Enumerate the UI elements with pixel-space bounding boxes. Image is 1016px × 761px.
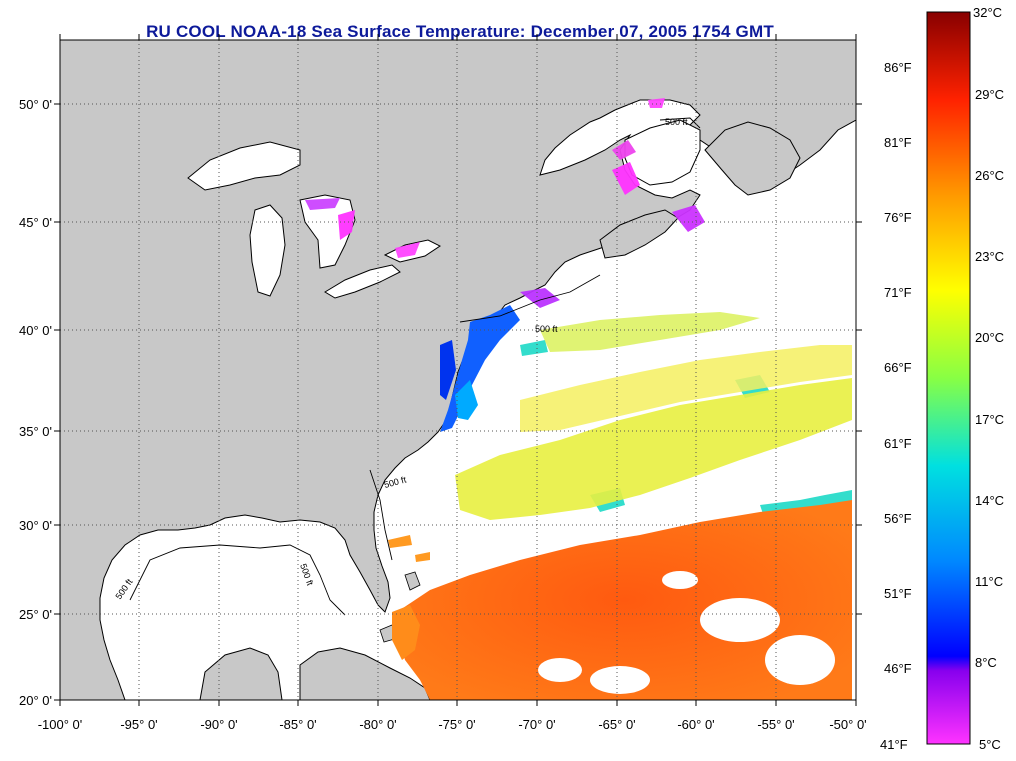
fahrenheit-label: 81°F — [884, 135, 912, 150]
lat-label: 30° 0' — [19, 518, 52, 533]
lat-label: 25° 0' — [19, 607, 52, 622]
celsius-label: 23°C — [975, 249, 1004, 264]
map-frame — [59, 39, 857, 701]
lake-erie — [324, 264, 401, 299]
celsius-label: 11°C — [975, 574, 1003, 589]
lon-label: -90° 0' — [200, 717, 237, 732]
fahrenheit-label: 86°F — [884, 60, 912, 75]
lake-huron — [299, 194, 356, 269]
celsius-label: 20°C — [975, 330, 1004, 345]
nova-scotia-land — [599, 209, 679, 259]
sst-warm-scatter — [388, 535, 430, 562]
cloud-gaps — [538, 571, 835, 694]
latitude-labels: 50° 0' 45° 0' 40° 0' 35° 0' 30° 0' 25° 0… — [19, 97, 52, 708]
lon-label: -65° 0' — [598, 717, 635, 732]
isobath-label: 500 ft — [535, 324, 558, 334]
yucatan-land — [199, 647, 283, 700]
celsius-label: 8°C — [975, 655, 997, 670]
celsius-label: 17°C — [975, 412, 1004, 427]
celsius-label: 26°C — [975, 168, 1004, 183]
celsius-labels: 29°C 26°C 23°C 20°C 17°C 14°C 11°C 8°C — [975, 87, 1004, 670]
lon-label: -60° 0' — [677, 717, 714, 732]
lat-label: 35° 0' — [19, 424, 52, 439]
fahrenheit-label: 66°F — [884, 360, 912, 375]
isobath-label: 500 ft — [665, 117, 688, 127]
isobath-contours — [129, 117, 701, 616]
sst-warm-west — [392, 605, 420, 660]
colorbar — [926, 11, 971, 745]
lon-label: -80° 0' — [359, 717, 396, 732]
lat-label: 40° 0' — [19, 323, 52, 338]
fahrenheit-min-label: 41°F — [880, 737, 908, 752]
cuba-land — [299, 647, 431, 700]
sst-warm-region — [398, 500, 852, 700]
fahrenheit-label: 71°F — [884, 285, 912, 300]
celsius-label: 29°C — [975, 87, 1004, 102]
sst-cold-coastal — [305, 98, 705, 308]
tick-marks — [54, 34, 862, 706]
lon-label: -85° 0' — [279, 717, 316, 732]
lat-label: 20° 0' — [19, 693, 52, 708]
graticule — [60, 40, 856, 700]
lon-label: -75° 0' — [438, 717, 475, 732]
sst-yellow-band — [455, 312, 852, 520]
longitude-labels: -100° 0' -95° 0' -90° 0' -85° 0' -80° 0'… — [38, 717, 867, 732]
fahrenheit-label: 61°F — [884, 436, 912, 451]
lon-label: -100° 0' — [38, 717, 83, 732]
lake-superior — [187, 141, 301, 191]
fahrenheit-label: 46°F — [884, 661, 912, 676]
colorbar-max-label: 32°C — [973, 5, 1003, 20]
lat-label: 50° 0' — [19, 97, 52, 112]
lon-label: -50° 0' — [829, 717, 866, 732]
fahrenheit-label: 51°F — [884, 586, 912, 601]
fahrenheit-labels: 86°F 81°F 76°F 71°F 66°F 61°F 56°F 51°F … — [884, 60, 912, 676]
lon-label: -55° 0' — [757, 717, 794, 732]
celsius-label: 14°C — [975, 493, 1004, 508]
fahrenheit-label: 76°F — [884, 210, 912, 225]
lon-label: -70° 0' — [518, 717, 555, 732]
lon-label: -95° 0' — [120, 717, 157, 732]
lat-label: 45° 0' — [19, 215, 52, 230]
fahrenheit-label: 56°F — [884, 511, 912, 526]
colorbar-min-label: 5°C — [979, 737, 1001, 752]
great-lakes — [187, 141, 441, 299]
lake-michigan — [249, 204, 286, 297]
